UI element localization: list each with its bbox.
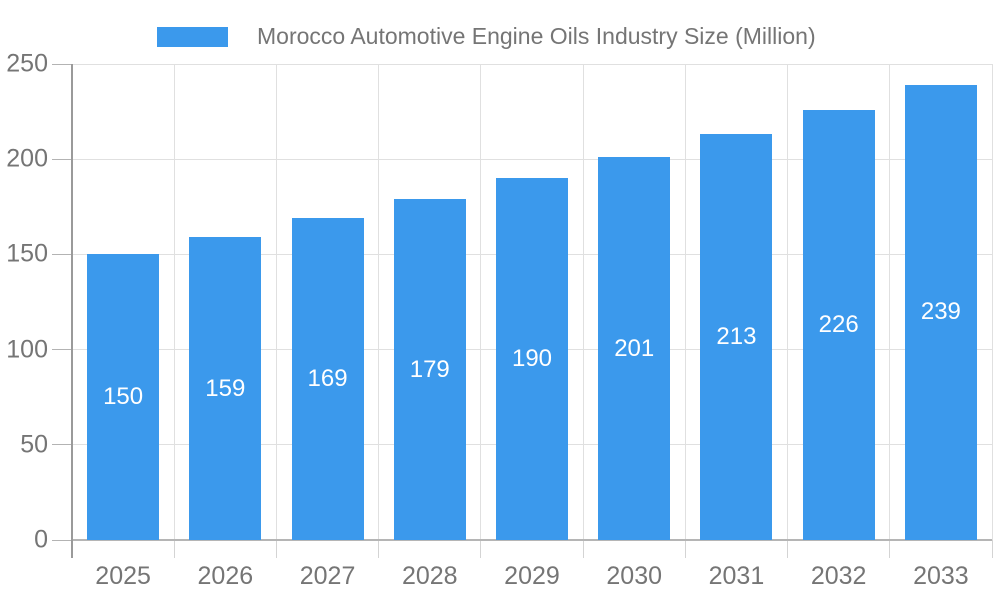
x-axis-tick xyxy=(582,540,584,558)
x-axis-label-2028: 2028 xyxy=(401,562,458,590)
bar-2026[interactable]: 159 xyxy=(189,237,262,540)
x-axis-label-2033: 2033 xyxy=(913,562,969,590)
bar-value-label: 226 xyxy=(818,310,859,338)
y-axis-tick-label: 200 xyxy=(6,144,48,173)
gridline-vertical xyxy=(889,64,891,540)
bar-value-label: 201 xyxy=(614,334,655,362)
x-axis-label-2032: 2032 xyxy=(810,562,867,590)
gridline-vertical xyxy=(991,64,993,540)
gridline-vertical xyxy=(787,64,789,540)
gridline-vertical xyxy=(480,64,482,540)
gridline-horizontal xyxy=(72,158,992,160)
x-axis-label-2029: 2029 xyxy=(504,562,560,590)
x-axis-tick xyxy=(991,540,993,558)
x-axis-label-2025: 2025 xyxy=(95,562,151,590)
bar-value-label: 159 xyxy=(205,374,246,402)
gridline-vertical xyxy=(173,64,175,540)
x-axis-label-2030: 2030 xyxy=(606,562,663,590)
y-axis-tick-label: 250 xyxy=(6,49,48,78)
y-axis-tick xyxy=(52,349,72,351)
x-axis-label-2031: 2031 xyxy=(708,562,765,590)
x-axis-tick xyxy=(787,540,789,558)
y-axis-tick xyxy=(52,539,72,541)
gridline-vertical xyxy=(582,64,584,540)
bar-value-label: 190 xyxy=(511,345,553,373)
y-axis-line xyxy=(71,64,73,558)
y-axis-tick xyxy=(52,63,72,65)
y-axis-tick-label: 0 xyxy=(34,525,48,554)
x-axis-tick xyxy=(275,540,277,558)
bar-2032[interactable]: 226 xyxy=(802,109,875,540)
bar-2029[interactable]: 190 xyxy=(496,178,568,540)
gridline-horizontal xyxy=(72,64,992,65)
y-axis-tick xyxy=(52,253,72,255)
gridline-vertical xyxy=(378,64,380,540)
bar-2028[interactable]: 179 xyxy=(393,199,466,540)
bar-value-label: 179 xyxy=(409,355,450,383)
bar-2025[interactable]: 150 xyxy=(87,254,160,540)
x-axis-tick xyxy=(480,540,482,558)
gridline-vertical xyxy=(275,64,277,540)
gridline-vertical xyxy=(684,64,686,540)
bar-2033[interactable]: 239 xyxy=(904,84,977,540)
y-axis-tick-label: 50 xyxy=(20,430,48,459)
legend-swatch-icon xyxy=(157,26,228,47)
x-axis-label-2026: 2026 xyxy=(197,562,254,590)
legend-label: Morocco Automotive Engine Oils Industry … xyxy=(257,23,816,49)
x-axis-baseline xyxy=(72,539,992,541)
y-axis-tick xyxy=(52,444,72,446)
bar-2027[interactable]: 169 xyxy=(291,218,364,540)
x-axis-tick xyxy=(889,540,891,558)
y-axis-tick xyxy=(52,158,72,160)
x-axis-tick xyxy=(173,540,175,558)
legend[interactable]: Morocco Automotive Engine Oils Industry … xyxy=(157,23,816,50)
x-axis-label-2027: 2027 xyxy=(299,562,356,590)
bar-2031[interactable]: 213 xyxy=(700,134,773,540)
y-axis-tick-label: 150 xyxy=(6,239,48,268)
bar-value-label: 213 xyxy=(716,323,757,351)
bar-value-label: 150 xyxy=(103,383,144,411)
x-axis-tick xyxy=(378,540,380,558)
bar-value-label: 169 xyxy=(307,365,348,393)
y-axis-tick-label: 100 xyxy=(6,335,48,364)
x-axis-tick xyxy=(684,540,686,558)
bar-value-label: 239 xyxy=(920,298,961,326)
bar-2030[interactable]: 201 xyxy=(598,157,671,540)
